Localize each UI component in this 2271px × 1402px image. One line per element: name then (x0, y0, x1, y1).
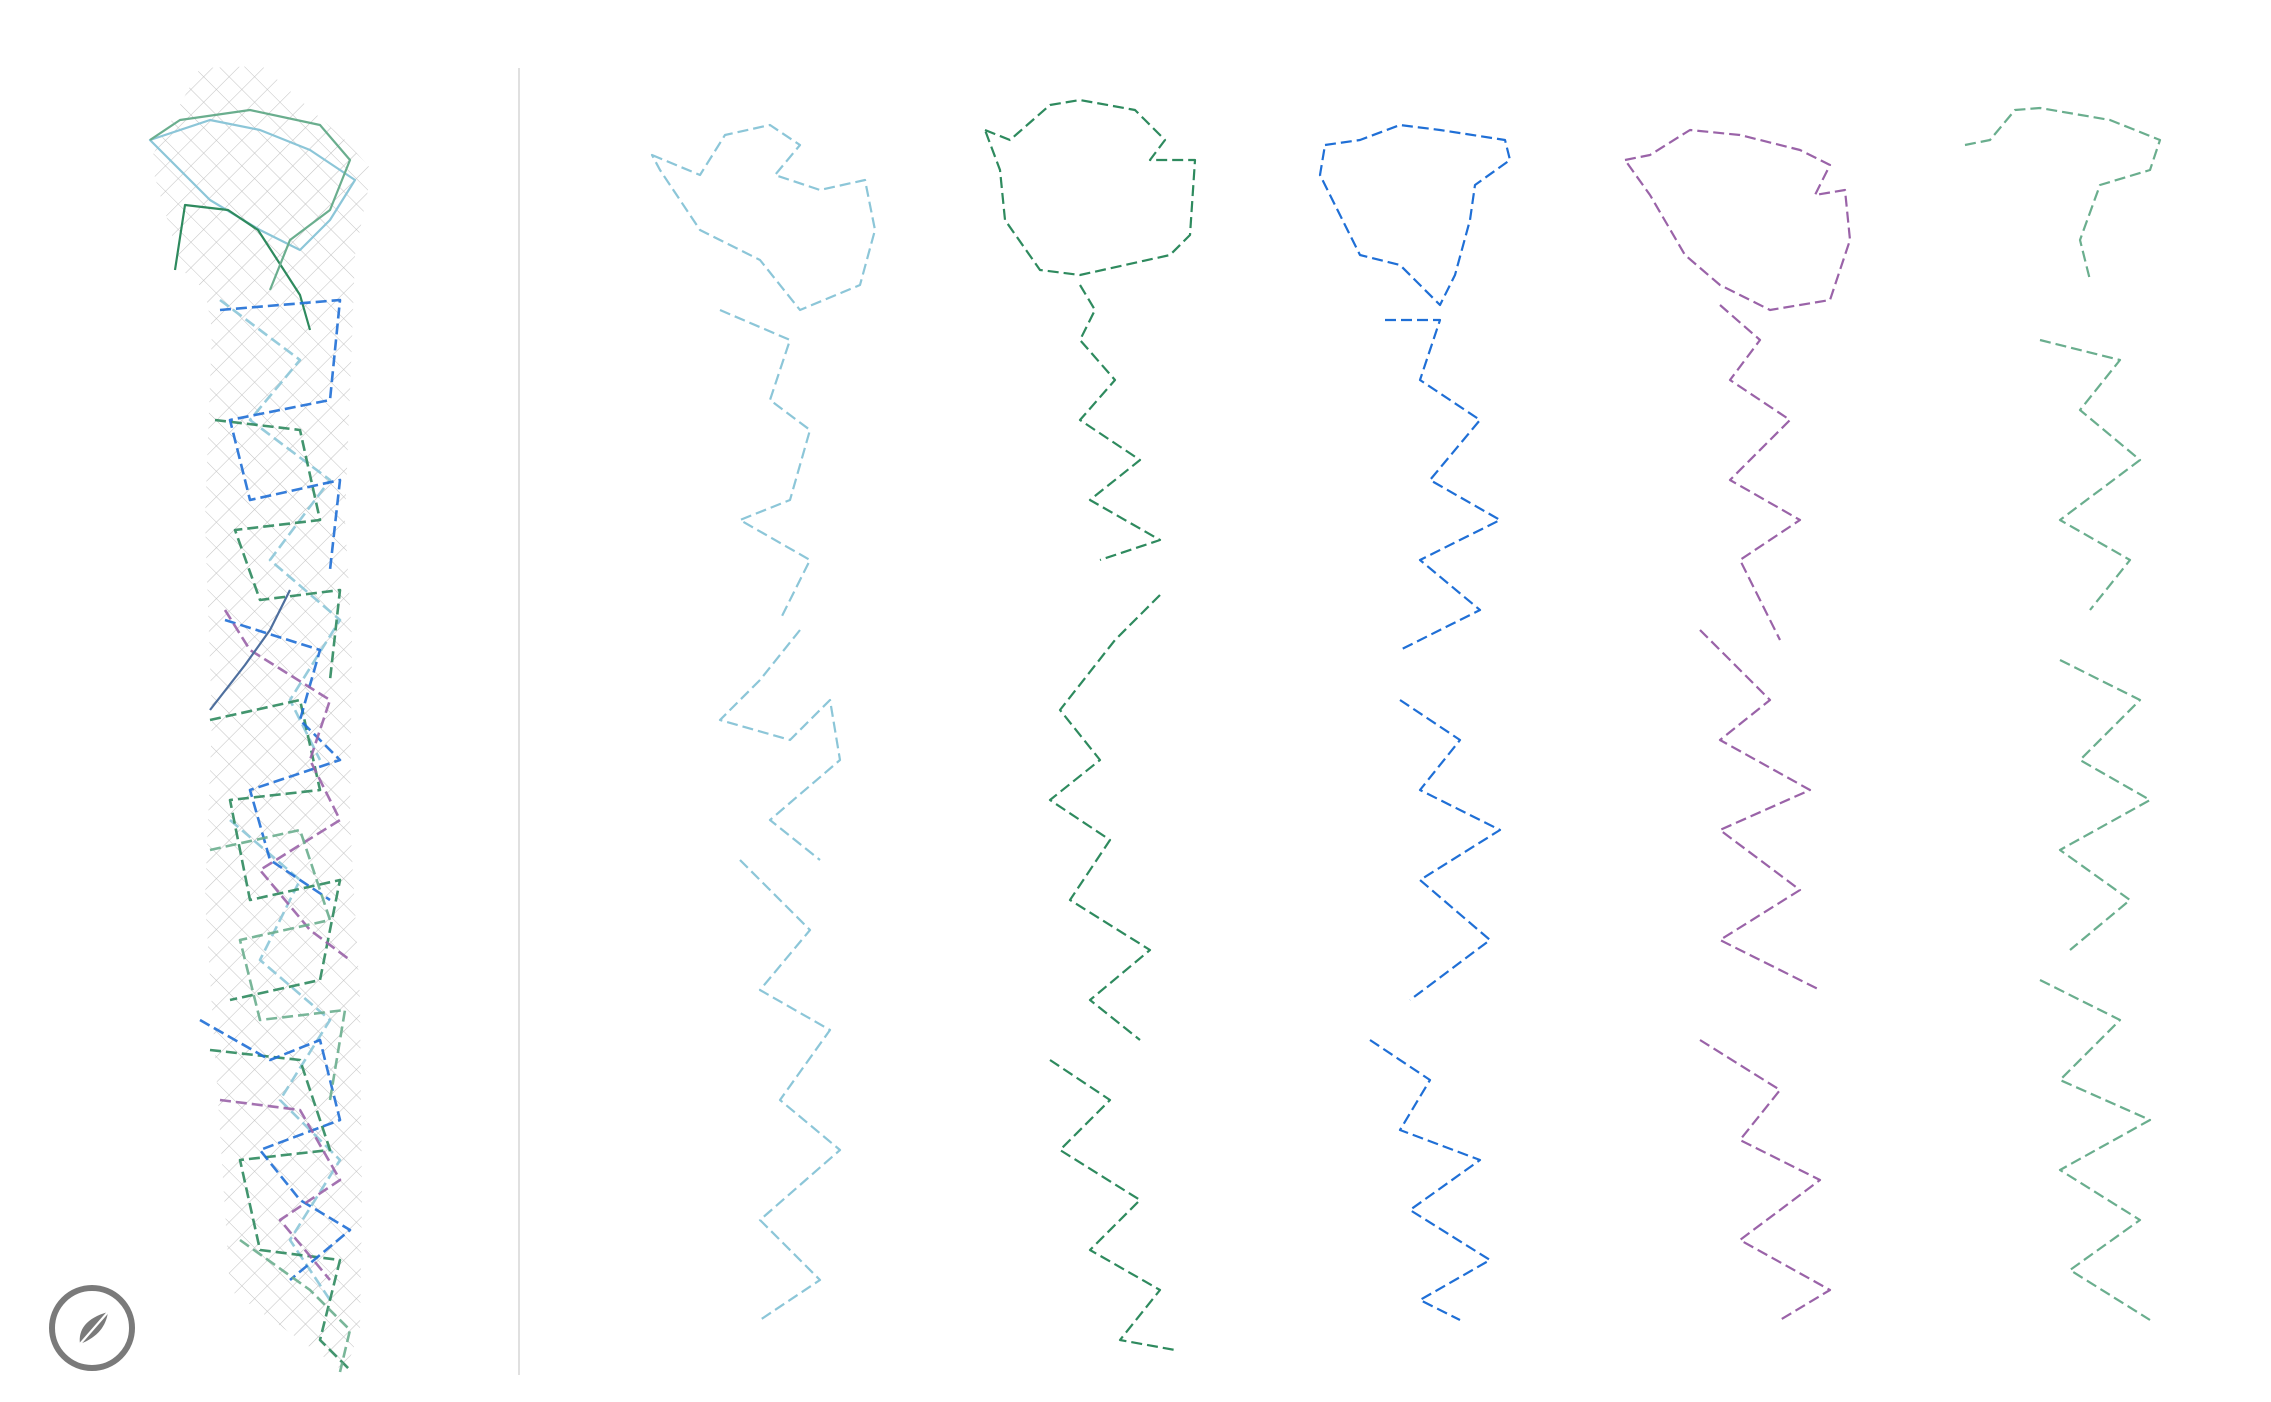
composite-route-2 (173, 203, 351, 1371)
route-1 (650, 123, 877, 1321)
grid-overlay (150, 66, 372, 1372)
composite-spine (209, 589, 291, 711)
composite-route-4 (219, 609, 351, 1281)
route-5 (1964, 106, 2162, 1321)
route-2 (983, 98, 1197, 1352)
compass-icon[interactable] (46, 1282, 138, 1374)
composite-overview (148, 66, 372, 1373)
composite-route-3 (199, 298, 352, 1281)
route-3 (1318, 123, 1512, 1321)
composite-route-5 (149, 108, 352, 1373)
route-4 (1623, 128, 1852, 1321)
